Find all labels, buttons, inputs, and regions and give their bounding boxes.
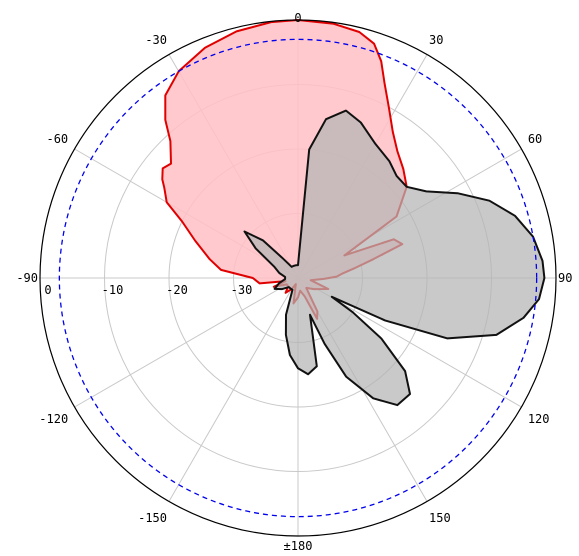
angle-tick-label: -150 xyxy=(138,511,167,525)
angle-tick-label: -60 xyxy=(46,132,68,146)
grid-spoke xyxy=(168,277,299,502)
angle-tick-label: 90 xyxy=(558,271,572,285)
angle-tick-label: -120 xyxy=(39,412,68,426)
angle-tick-label: 30 xyxy=(429,33,443,47)
angle-tick-label: 120 xyxy=(528,412,550,426)
angle-tick-label: 150 xyxy=(429,511,451,525)
radial-tick-label: 0 xyxy=(44,283,51,297)
angle-tick-label: 60 xyxy=(528,132,542,146)
grid-spoke xyxy=(74,277,299,408)
series-black-pattern xyxy=(243,109,546,407)
labels: 0 30 60 90 120 150 ±180 -150 -120 -90 -60 -30 0 -10 -2… xyxy=(16,11,572,553)
radial-tick-label: -20 xyxy=(166,283,188,297)
angle-tick-label: -90 xyxy=(16,271,38,285)
frame xyxy=(39,19,557,537)
outer-circle xyxy=(39,19,557,537)
radial-tick-label: -10 xyxy=(102,283,124,297)
angle-tick-label: 0 xyxy=(294,11,301,25)
reference-circle xyxy=(58,38,538,518)
angle-tick-label: -30 xyxy=(145,33,167,47)
angle-tick-label: ±180 xyxy=(284,539,313,553)
series-layer xyxy=(161,19,546,407)
radial-tick-label: -30 xyxy=(231,283,253,297)
